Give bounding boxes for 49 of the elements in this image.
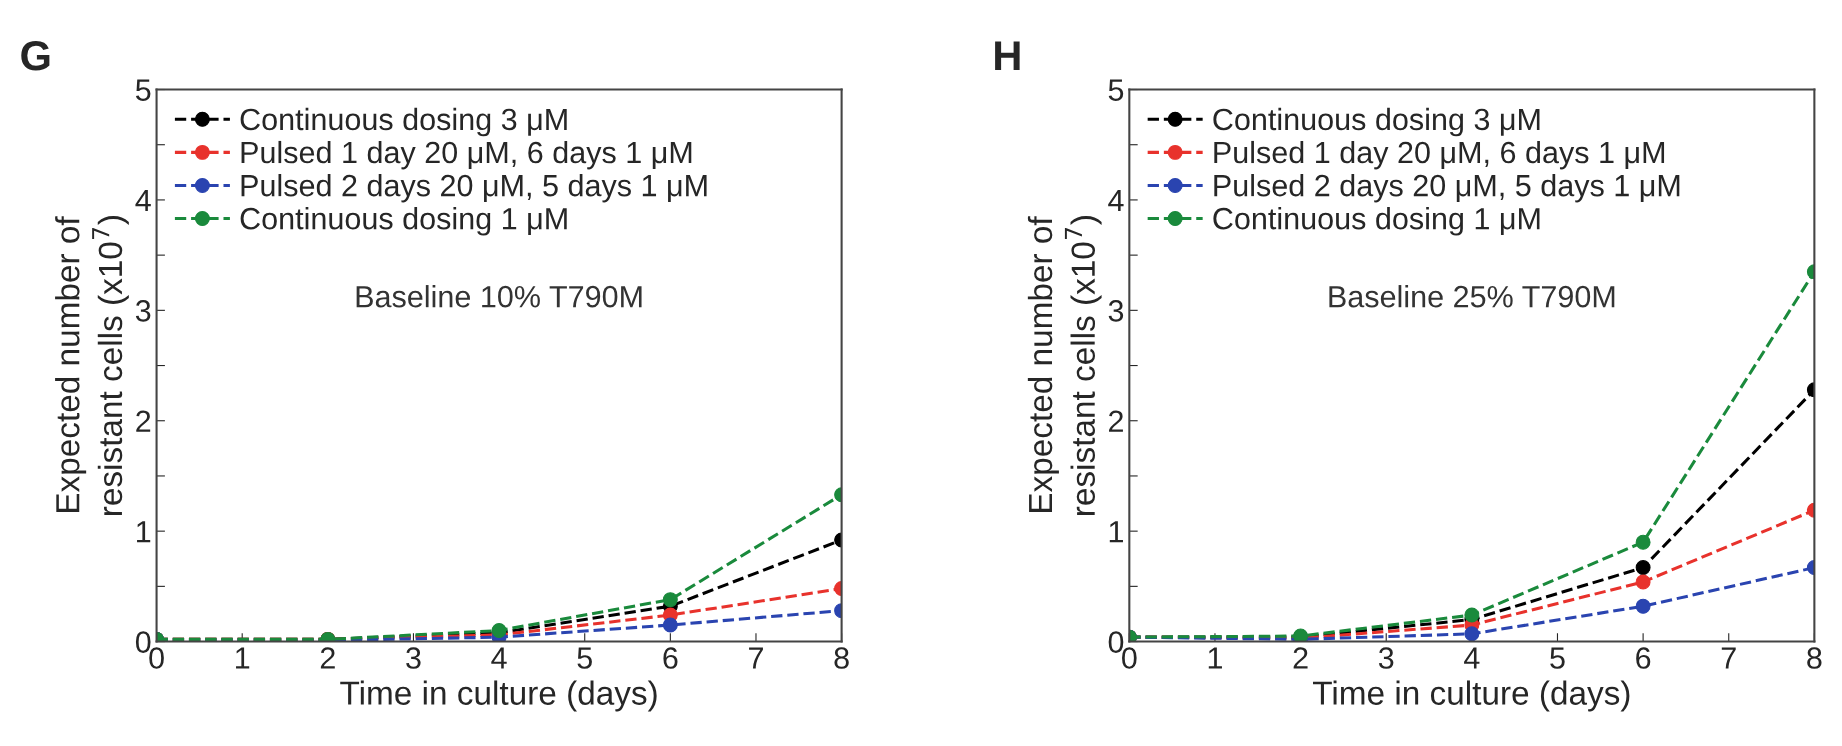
y-tick-label: 0 [135,631,151,653]
annotation: Baseline 25% T790M [1329,285,1615,308]
x-tick-label: 8 [834,647,849,669]
y-tick-label: 0 [1108,631,1124,653]
point [1635,534,1651,550]
point [662,592,678,608]
x-tick-label: 8 [1807,647,1822,669]
point [662,617,678,633]
chart-title: H [995,41,1020,71]
x-tick-label: 7 [1721,647,1736,669]
legend-label: Pulsed 1 day 20 μM, 6 days 1 μM [1214,140,1665,170]
y-tick-label: 4 [135,189,151,211]
x-axis-title: Time in culture (days) [1313,680,1630,712]
y-tick-label: 5 [1108,79,1124,101]
point [1635,574,1651,590]
y-tick-label: 3 [1108,300,1124,322]
x-tick-label: 1 [236,647,250,669]
y-tick-label: 1 [137,521,151,543]
legend-label: Pulsed 1 day 20 μM, 6 days 1 μM [241,140,692,170]
y-tick-label: 5 [135,79,151,101]
x-tick-label: 5 [577,647,592,669]
y-axis-title: Expected number of resistant cells (x10$^{7}$) [55,216,129,515]
chart-title: G [21,40,50,71]
x-tick-label: 2 [320,647,335,669]
x-tick-label: 3 [1378,647,1394,669]
x-tick-label: 6 [1636,647,1651,669]
y-tick-label: 3 [135,300,151,322]
point [1464,607,1480,623]
y-tick-label: 1 [1109,521,1123,543]
y-axis-title: Expected number of resistant cells (x10$^{7}$) [1027,216,1102,515]
x-tick-label: 4 [1464,647,1480,669]
y-tick-label: 4 [1108,189,1124,211]
x-tick-label: 7 [749,647,763,669]
legend-label: Continuous dosing 3 μM [1213,107,1540,137]
y-tick-label: 2 [1109,410,1123,432]
legend-label: Continuous dosing 1 μM [240,207,567,236]
x-axis-title: Time in culture (days) [340,680,657,712]
annotation: Baseline 10% T790M [356,285,642,308]
legend-label: Pulsed 2 days 20 μM, 5 days 1 μM [241,173,707,203]
legend-label: Continuous dosing 1 μM [1213,207,1540,236]
y-tick-label: 2 [136,410,151,432]
x-tick-label: 6 [663,647,678,669]
legend-label: Pulsed 2 days 20 μM, 5 days 1 μM [1214,173,1680,203]
x-tick-label: 2 [1293,647,1308,669]
legend-label: Continuous dosing 3 μM [240,107,567,137]
x-tick-label: 1 [1208,647,1222,669]
x-tick-label: 3 [406,647,421,669]
x-tick-label: 5 [1550,647,1565,669]
x-tick-label: 4 [491,647,507,669]
